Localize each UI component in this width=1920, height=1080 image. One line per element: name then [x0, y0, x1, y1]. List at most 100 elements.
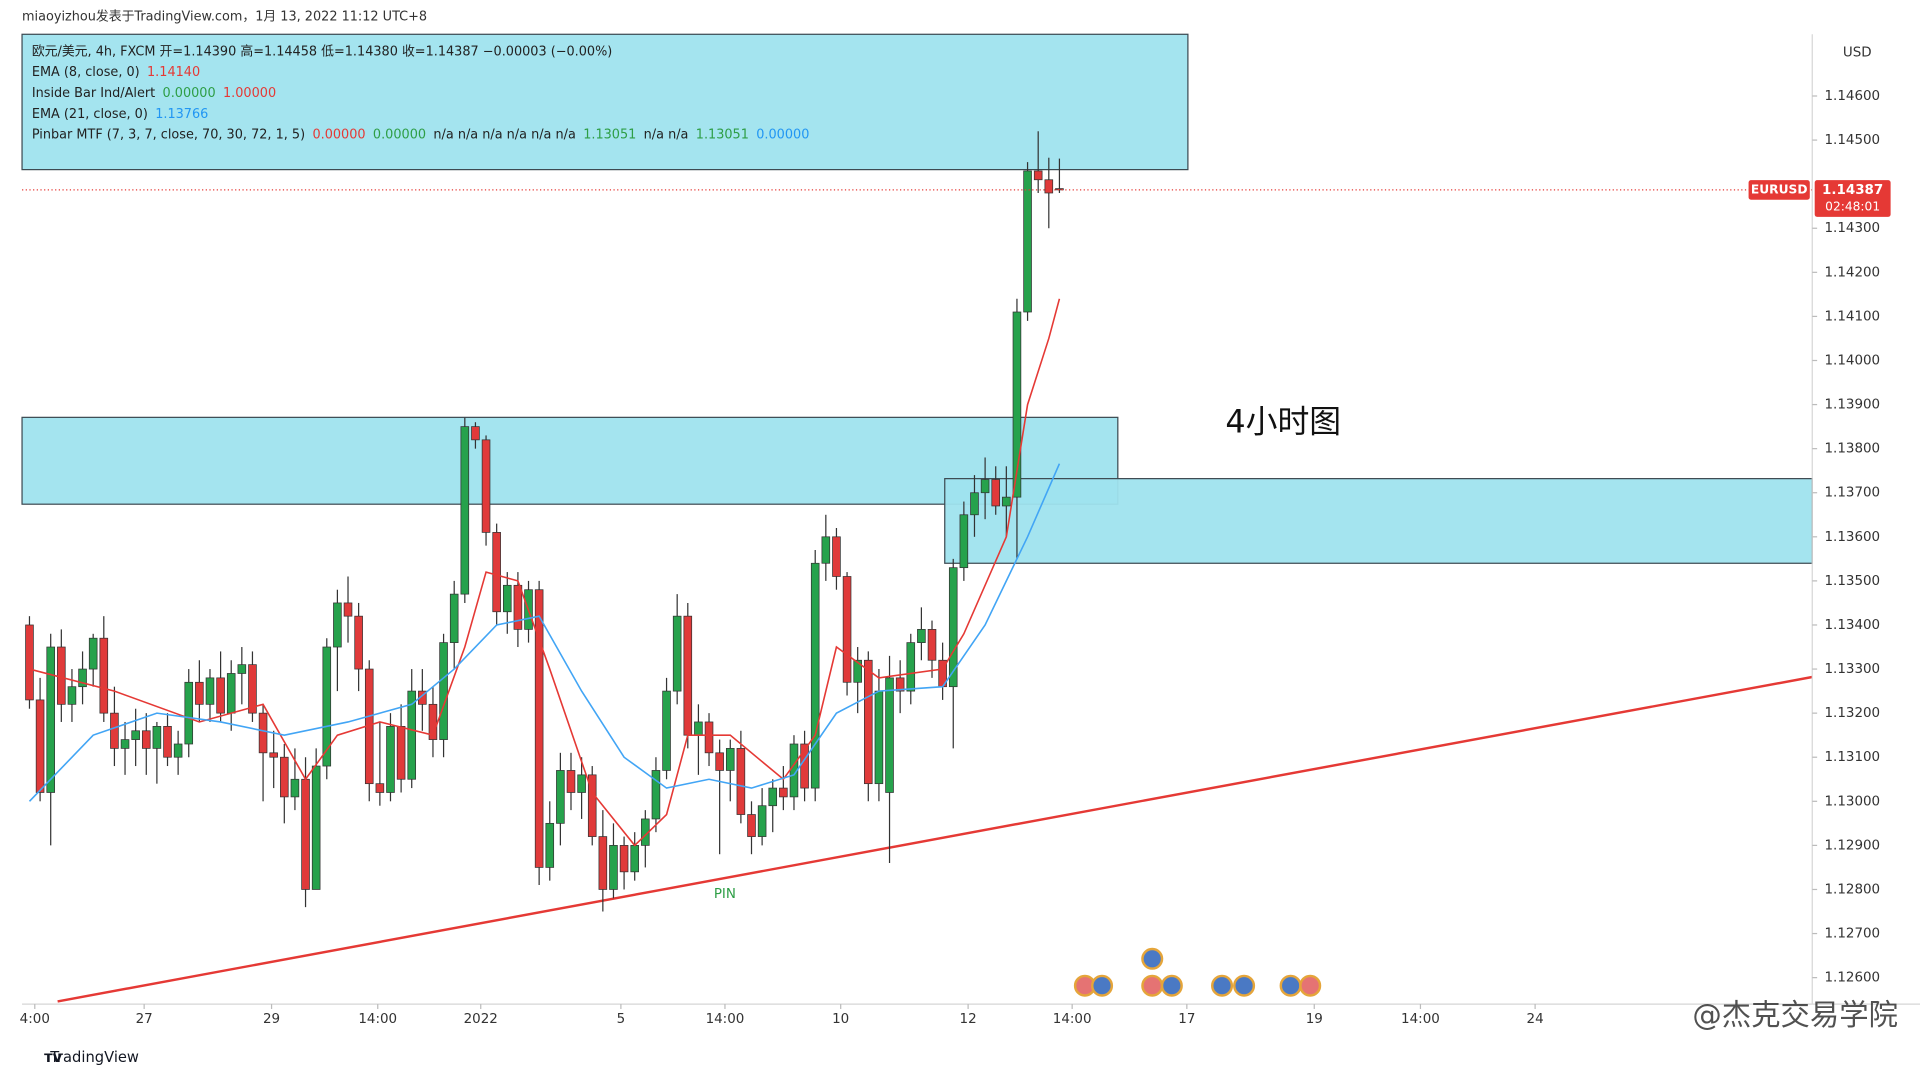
candle-body — [386, 726, 395, 793]
y-tick-label: 1.13300 — [1824, 662, 1880, 677]
annotation: 4小时图 — [1225, 403, 1341, 441]
y-tick-label: 1.13000 — [1824, 794, 1880, 809]
candle-body — [322, 646, 332, 767]
candle-body — [842, 576, 852, 683]
candle-body — [651, 770, 661, 820]
candle-body — [906, 642, 916, 692]
y-tick-label: 1.14200 — [1824, 265, 1880, 280]
y-tick-label: 1.13800 — [1824, 442, 1880, 457]
zone — [21, 33, 1189, 171]
legend-item: 1.13051 — [696, 127, 749, 142]
candle-body — [25, 624, 34, 701]
candle-body — [1012, 311, 1022, 498]
candle-body — [885, 677, 894, 793]
legend-item: 1.14140 — [147, 65, 200, 80]
candle-body — [141, 730, 151, 749]
x-tick-label: 14:00 — [358, 1012, 397, 1027]
symbol-label: EURUSD — [1751, 182, 1808, 196]
candle-body — [556, 770, 565, 824]
x-tick-label: 10 — [832, 1012, 849, 1027]
candle-body — [715, 752, 724, 771]
x-tick-label: 27 — [136, 1012, 153, 1027]
candle-body — [672, 615, 682, 692]
y-tick-label: 1.14300 — [1824, 221, 1880, 236]
candle-body — [78, 668, 87, 688]
candle-body — [35, 699, 45, 793]
candle-body — [619, 845, 629, 873]
x-tick-label: 14:00 — [1401, 1012, 1440, 1027]
symbol-tag — [1748, 180, 1810, 200]
event-icon — [1299, 974, 1322, 997]
candle-body — [725, 748, 735, 771]
legend-item: n/a n/a n/a n/a n/a n/a — [433, 127, 575, 142]
zone — [944, 478, 1813, 564]
candle-body — [779, 787, 788, 798]
candle-body — [237, 664, 247, 674]
candle-body — [163, 726, 172, 758]
candle-body — [439, 642, 448, 740]
candle-body — [927, 629, 937, 661]
candle-body — [492, 532, 501, 613]
candle-body — [354, 615, 363, 670]
y-tick-label: 1.12900 — [1824, 838, 1880, 853]
footer-logo: ᴛᴠ — [44, 1049, 63, 1066]
legend-item: 1.13051 — [583, 127, 636, 142]
candle-body — [449, 593, 459, 643]
pin-label: PIN — [714, 887, 736, 902]
legend-item: n/a n/a — [644, 127, 689, 142]
candle-body — [1044, 179, 1054, 194]
candle-body — [152, 726, 162, 749]
candle-body — [460, 426, 470, 595]
event-icons — [1073, 947, 1322, 997]
candle-body — [481, 439, 491, 533]
x-tick-label: 14:00 — [706, 1012, 745, 1027]
candle-body — [88, 637, 98, 670]
legend-line: EMA (21, close, 0) 1.13766 — [32, 106, 208, 121]
candle-body — [99, 637, 109, 714]
candle-body — [269, 752, 278, 758]
y-tick-label: 1.12700 — [1824, 927, 1880, 942]
x-tick-label: 24 — [1527, 1012, 1544, 1027]
candle-body — [428, 703, 438, 740]
legend-item: 0.00000 — [312, 127, 365, 142]
candle-body — [545, 822, 555, 868]
legend-line: 欧元/美元, 4h, FXCM 开=1.14390 高=1.14458 低=1.… — [32, 43, 612, 59]
candle-body — [853, 659, 862, 683]
legend-line: Inside Bar Ind/Alert 0.00000 1.00000 — [32, 86, 276, 101]
candle-body — [57, 646, 66, 705]
candle-body — [375, 783, 385, 793]
x-tick-label: 19 — [1306, 1012, 1323, 1027]
x-tick-label: 2022 — [464, 1012, 498, 1027]
y-tick-label: 1.14600 — [1824, 89, 1880, 104]
candle-body — [736, 748, 746, 815]
legend-item: 1.13766 — [155, 106, 208, 121]
candle-body — [970, 492, 979, 516]
candle-body — [662, 690, 671, 771]
candle-body — [534, 589, 544, 868]
candle-body — [1033, 170, 1043, 181]
candle-body — [184, 681, 194, 745]
price-label: 1.14387 — [1822, 183, 1883, 198]
event-icon — [1279, 974, 1302, 997]
legend-item: EMA (8, close, 0) — [32, 65, 140, 80]
candle-body — [503, 584, 512, 613]
price-tag — [1814, 180, 1891, 217]
legend-item: 0.00000 — [163, 86, 216, 101]
candle-body — [226, 673, 236, 714]
candle-body — [874, 690, 884, 785]
candle-body — [587, 774, 597, 837]
candle-body — [131, 730, 140, 740]
candle-body — [1023, 170, 1032, 313]
candle-body — [609, 845, 618, 890]
y-tick-label: 1.14000 — [1824, 353, 1880, 368]
candle-body — [768, 787, 778, 807]
x-tick-label: 4:00 — [20, 1012, 50, 1027]
watermark: @杰克交易学院 — [1692, 998, 1898, 1032]
x-tick-label: 29 — [263, 1012, 280, 1027]
event-icon — [1160, 974, 1183, 997]
candle-body — [704, 721, 714, 754]
candle-body — [959, 514, 969, 569]
candle-body — [258, 712, 268, 754]
